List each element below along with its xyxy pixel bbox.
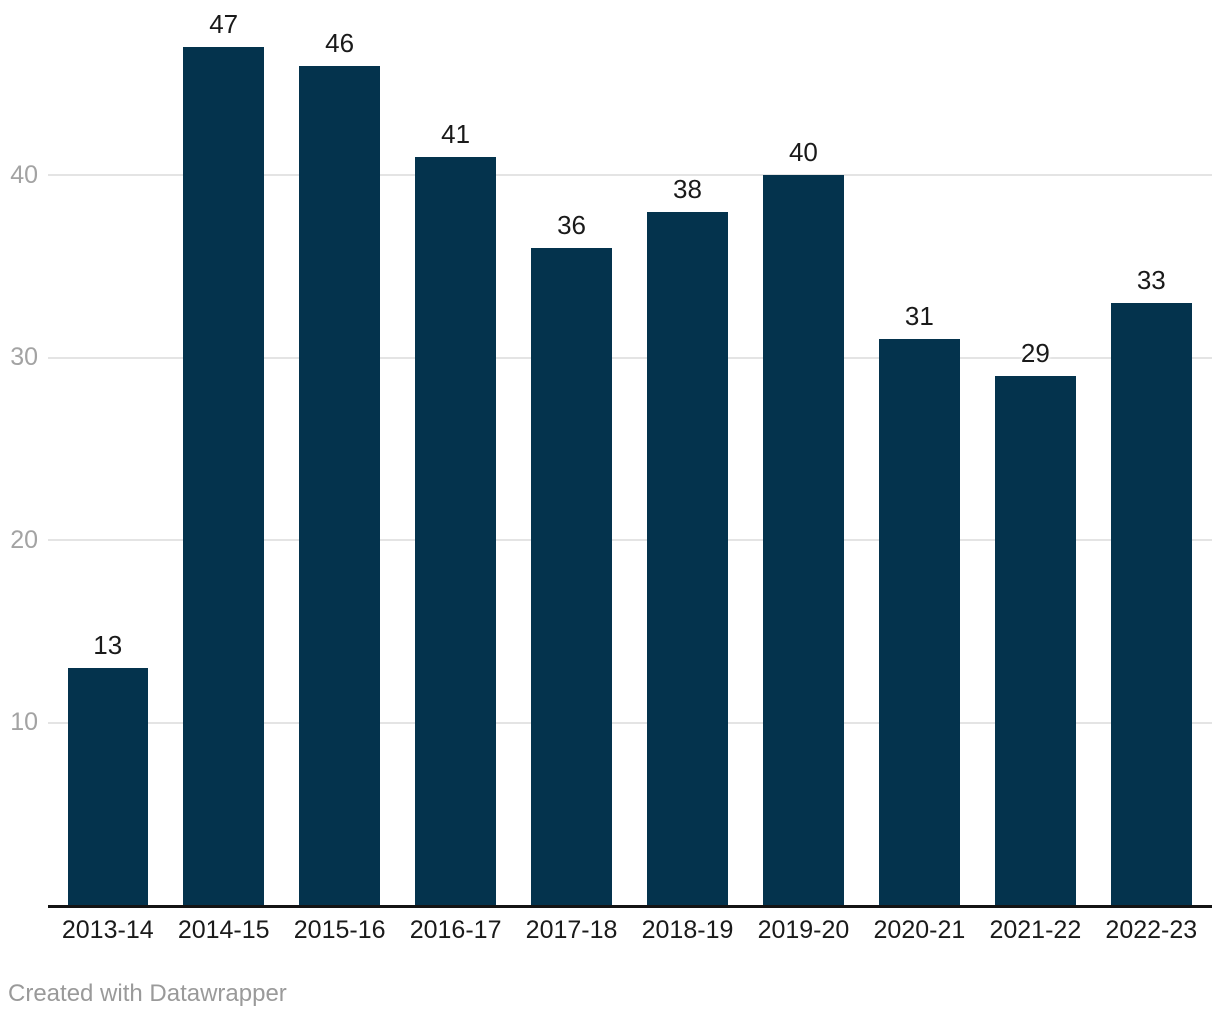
bar-value-label: 33 [1136,264,1166,295]
gridline [48,721,1212,724]
x-axis-category-label: 2018-19 [641,916,734,944]
bar[interactable] [299,65,380,905]
gridline [48,539,1212,541]
bar-value-label: 38 [673,173,702,204]
x-axis-category-label: 2020-21 [873,916,966,944]
x-axis-category-label: 2022-23 [1105,916,1198,944]
gridline [48,174,1212,176]
bar[interactable] [531,248,612,905]
x-axis-category-label: 2016-17 [409,916,502,944]
x-axis-category-label: 2017-18 [525,916,618,944]
bar[interactable] [995,375,1076,905]
bar-value-label: 13 [93,629,123,660]
x-axis-category-label: 2013-14 [61,916,154,944]
x-axis-category-label: 2015-16 [293,916,386,944]
x-axis-category-label: 2021-22 [989,916,1082,944]
bar-value-label: 29 [1020,337,1050,368]
bar-value-label: 41 [441,118,471,149]
bar-value-label: 47 [209,9,239,40]
bar[interactable] [415,156,496,905]
bar-value-label: 31 [904,301,934,332]
bar[interactable] [67,667,148,905]
y-axis-tick-label: 20 [10,525,38,554]
bar[interactable] [763,175,844,905]
y-axis-tick-label: 40 [10,160,38,189]
gridline [48,356,1212,359]
x-axis-category-label: 2014-15 [177,916,270,944]
bar-value-label: 46 [325,27,355,58]
y-axis-tick-label: 30 [10,343,38,371]
bar[interactable] [879,339,960,905]
bar-value-label: 36 [557,210,587,240]
x-axis-category-label: 2019-20 [757,916,850,944]
bar-value-label: 40 [788,137,818,167]
bar[interactable] [1111,302,1192,905]
bar[interactable] [183,47,264,905]
bar[interactable] [647,211,728,905]
x-axis-baseline [48,905,1212,908]
y-axis-tick-label: 10 [10,708,38,736]
datawrapper-credit: Created with Datawrapper [8,980,287,1007]
